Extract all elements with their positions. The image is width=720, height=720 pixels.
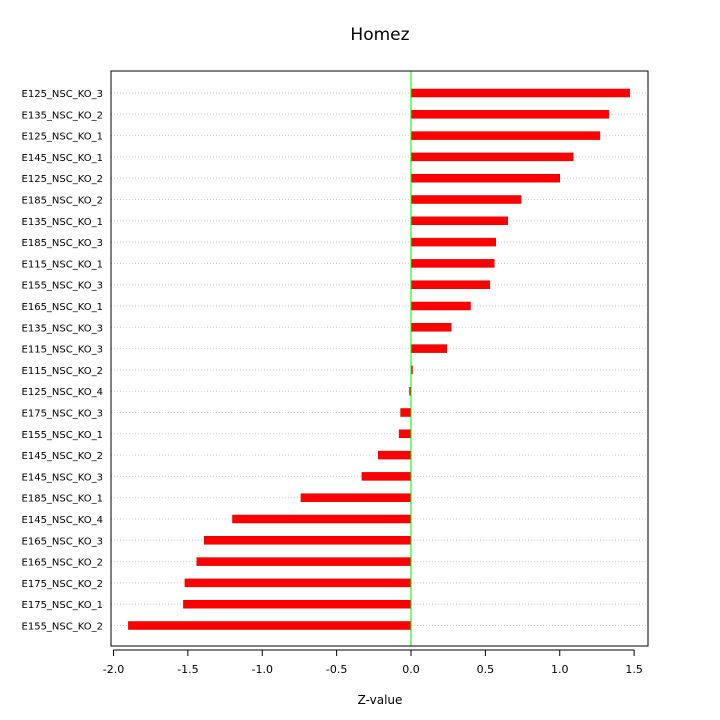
bar xyxy=(378,450,412,460)
x-tick-label: -2.0 xyxy=(103,663,124,676)
chart-title: Homez xyxy=(350,25,409,45)
bar xyxy=(410,237,497,247)
y-tick-label: E125_NSC_KO_3 xyxy=(22,89,103,100)
y-tick-label: E175_NSC_KO_2 xyxy=(22,579,103,590)
bar xyxy=(410,259,495,268)
bar xyxy=(410,110,610,119)
bar xyxy=(410,88,630,98)
plot-frame xyxy=(110,70,649,647)
bars xyxy=(128,88,630,630)
y-tick-label: E125_NSC_KO_4 xyxy=(22,387,103,398)
y-tick-label: E115_NSC_KO_1 xyxy=(22,259,103,270)
grid-lines xyxy=(111,92,648,626)
y-tick-label: E185_NSC_KO_3 xyxy=(22,238,103,249)
y-tick-label: E115_NSC_KO_3 xyxy=(22,345,103,356)
x-axis: -2.0 -1.5 -1.0 -0.5 0.0 0.5 1.0 1.5 xyxy=(103,649,643,676)
bar xyxy=(203,536,412,545)
y-tick-label: E145_NSC_KO_1 xyxy=(22,153,103,164)
bar xyxy=(183,599,412,609)
y-tick-label: E165_NSC_KO_3 xyxy=(22,536,103,547)
x-tick-label: 1.5 xyxy=(625,663,643,676)
y-tick-label: E125_NSC_KO_1 xyxy=(22,132,103,143)
bar xyxy=(410,344,447,353)
y-tick-label: E125_NSC_KO_2 xyxy=(22,174,103,185)
y-tick-label: E145_NSC_KO_2 xyxy=(22,451,103,462)
bar xyxy=(361,472,412,481)
bar xyxy=(410,173,560,183)
bar xyxy=(410,216,508,226)
y-tick-label: E155_NSC_KO_1 xyxy=(22,430,103,441)
bar xyxy=(232,514,412,524)
y-tick-label: E135_NSC_KO_1 xyxy=(22,217,103,228)
y-tick-label: E175_NSC_KO_1 xyxy=(22,600,103,611)
x-tick-label: 1.0 xyxy=(551,663,569,676)
x-axis-title: Z-value xyxy=(358,693,403,707)
y-tick-label: E165_NSC_KO_2 xyxy=(22,558,103,569)
y-tick-label: E185_NSC_KO_2 xyxy=(22,196,103,207)
x-tick-label: -1.0 xyxy=(252,663,273,676)
bar xyxy=(400,408,412,417)
y-tick-label: E165_NSC_KO_1 xyxy=(22,302,103,313)
bar xyxy=(300,493,412,502)
x-tick-label: -1.5 xyxy=(177,663,198,676)
y-tick-label: E155_NSC_KO_3 xyxy=(22,281,103,292)
bar xyxy=(410,131,601,140)
bar xyxy=(410,280,491,289)
bar xyxy=(196,557,412,566)
y-tick-label: E185_NSC_KO_1 xyxy=(22,494,103,505)
bar xyxy=(410,323,452,332)
y-tick-label: E145_NSC_KO_3 xyxy=(22,472,103,483)
bar xyxy=(410,195,522,204)
y-tick-label: E115_NSC_KO_2 xyxy=(22,366,103,377)
bar xyxy=(410,152,574,162)
x-tick-label: -0.5 xyxy=(326,663,347,676)
bar xyxy=(128,621,412,630)
y-tick-label: E135_NSC_KO_2 xyxy=(22,110,103,121)
y-tick-label: E155_NSC_KO_2 xyxy=(22,622,103,633)
bar xyxy=(184,578,412,588)
y-tick-label: E145_NSC_KO_4 xyxy=(22,515,103,526)
y-tick-labels: E125_NSC_KO_3 E135_NSC_KO_2 E125_NSC_KO_1 E… xyxy=(22,89,103,633)
x-tick-label: 0.0 xyxy=(402,663,420,676)
bar xyxy=(398,429,412,439)
bar xyxy=(410,301,471,311)
x-tick-label: 0.5 xyxy=(477,663,495,676)
y-tick-label: E135_NSC_KO_3 xyxy=(22,323,103,334)
y-tick-label: E175_NSC_KO_3 xyxy=(22,409,103,420)
